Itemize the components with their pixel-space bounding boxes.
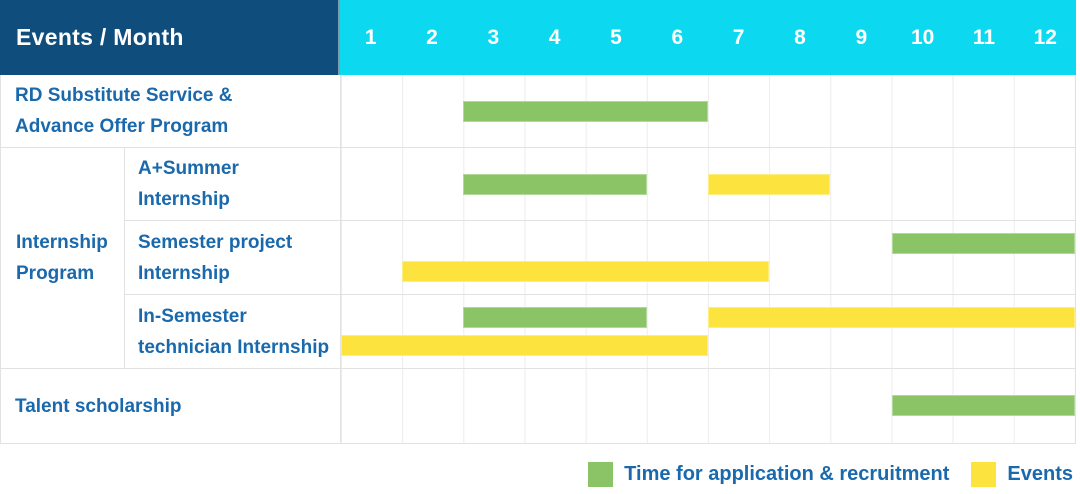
row-label-line: Internship: [138, 189, 230, 210]
table-row: RD Substitute Service & Advance Offer Pr…: [1, 75, 1075, 148]
internship-program-group: Internship Program A+Summer Internship S…: [1, 148, 1075, 369]
group-rows: A+Summer Internship Semester project Int…: [125, 148, 1075, 368]
row-label-line: technician Internship: [138, 336, 330, 358]
month-tick: 1: [364, 25, 377, 49]
row-label-line: Internship: [138, 262, 230, 284]
table-row: In-Semester technician Internship: [125, 294, 1075, 368]
table-row: Semester project Internship: [125, 220, 1075, 294]
month-tick: 8: [794, 25, 806, 49]
row-chart-area: [341, 75, 1075, 147]
gantt-bar-yellow: [341, 335, 708, 356]
gantt-bar-yellow: [708, 307, 1075, 328]
month-tick: 7: [732, 25, 745, 49]
row-label-line: Talent scholarship: [15, 395, 182, 417]
row-label-line: Semester project: [138, 231, 293, 253]
month-axis: 1 2 3 4 5 6 7 8 9 10 11 12: [340, 0, 1076, 75]
row-label: In-Semester technician Internship: [125, 295, 341, 368]
gantt-bar-green: [463, 174, 647, 195]
gantt-bar-green: [891, 233, 1075, 254]
legend-label: Events: [1007, 462, 1073, 485]
row-label: Semester project Internship: [125, 221, 341, 294]
group-label: Internship Program: [1, 148, 125, 368]
month-tick: 12: [1033, 25, 1057, 49]
row-chart-area: [341, 295, 1075, 368]
row-label-line: Advance Offer Program: [15, 116, 229, 137]
group-label-line: Program: [16, 263, 95, 284]
table-body: RD Substitute Service & Advance Offer Pr…: [0, 75, 1076, 444]
gantt-bar-yellow: [708, 174, 831, 195]
gantt-bar-green: [891, 395, 1075, 416]
row-chart-area: [341, 148, 1075, 220]
legend: Time for application & recruitment Event…: [0, 460, 1073, 488]
page-title: Events / Month: [16, 24, 184, 50]
header-title-cell: Events / Month: [0, 0, 340, 75]
gantt-bar-green: [463, 307, 647, 328]
month-tick: 4: [548, 25, 561, 49]
month-tick: 11: [972, 25, 996, 49]
row-label: RD Substitute Service & Advance Offer Pr…: [1, 75, 341, 147]
gantt-bar-green: [463, 101, 708, 122]
row-label-line: A+Summer: [138, 158, 239, 179]
month-tick: 2: [426, 25, 438, 49]
legend-item-application-recruitment: Time for application & recruitment: [588, 461, 950, 487]
row-label-line: In-Semester: [138, 305, 247, 327]
table-header: Events / Month 1 2 3 4 5 6 7 8 9 10 11 1…: [0, 0, 1076, 75]
row-label: Talent scholarship: [1, 369, 341, 443]
gantt-bar-yellow: [402, 261, 770, 282]
row-label-line: RD Substitute Service &: [15, 85, 233, 106]
legend-item-events: Events: [971, 461, 1073, 487]
month-tick: 6: [671, 25, 684, 49]
row-chart-area: [341, 369, 1075, 443]
month-tick: 3: [487, 25, 500, 49]
table-row: A+Summer Internship: [125, 148, 1075, 220]
legend-label: Time for application & recruitment: [624, 462, 950, 485]
green-swatch-icon: [588, 461, 614, 487]
month-tick: 5: [610, 25, 622, 49]
yellow-swatch-icon: [971, 461, 997, 487]
group-label-line: Internship: [16, 232, 108, 253]
month-tick: 9: [855, 25, 868, 49]
row-label: A+Summer Internship: [125, 148, 341, 220]
month-tick: 10: [910, 25, 935, 49]
table-row: Talent scholarship: [1, 369, 1075, 443]
row-chart-area: [341, 221, 1075, 294]
